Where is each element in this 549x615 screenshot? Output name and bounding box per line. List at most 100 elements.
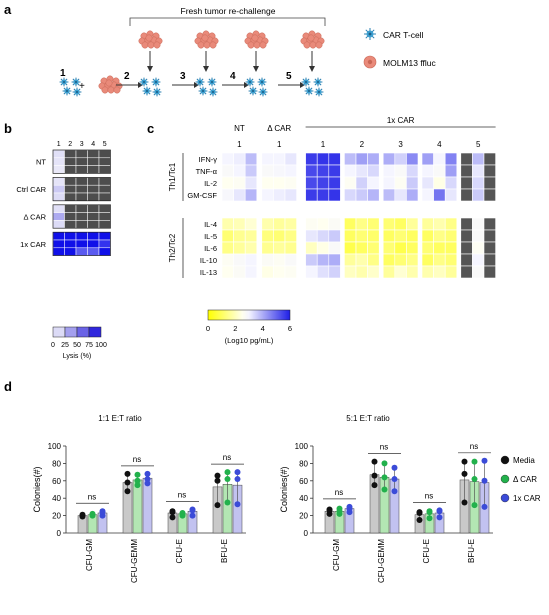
- cytokine-cell: [305, 164, 318, 178]
- lysis-cell: [52, 192, 65, 202]
- car-t-cluster-4-d: [258, 87, 268, 97]
- cytokine-cell: [421, 241, 434, 255]
- colony-bar: [142, 477, 153, 534]
- step-5-label: 5: [286, 71, 292, 82]
- cytokine-group-dcar: Δ CAR: [267, 124, 291, 133]
- colony-point: [481, 457, 488, 464]
- cytokine-cell: [273, 265, 286, 279]
- y-tick-label: 60: [299, 477, 308, 486]
- lysis-cell: [98, 192, 111, 202]
- cytokine-cell: [394, 253, 407, 267]
- lysis-group-frame: [52, 149, 111, 174]
- cytokine-cell: [284, 164, 297, 178]
- car-t-cluster-4-a: [245, 77, 255, 87]
- plus-sign: +: [79, 81, 85, 92]
- cytokine-cell: [382, 176, 396, 190]
- cytokine-cell: [472, 188, 485, 202]
- colony-point: [214, 477, 221, 484]
- y-tick-label: 20: [299, 512, 308, 521]
- cytokine-cell: [382, 217, 396, 231]
- cytokine-cell: [472, 176, 485, 190]
- lysis-cell: [64, 149, 77, 159]
- rechallenge-arrow-head: [203, 66, 209, 72]
- lysis-colorbar-label: Lysis (%): [63, 353, 92, 360]
- tumor-cluster-start: [98, 75, 123, 94]
- car-t-cluster-3-b: [207, 77, 217, 87]
- cytokine-cell: [382, 241, 396, 255]
- cytokine-col-label: 5: [476, 140, 481, 149]
- cytokine-cell: [284, 253, 297, 267]
- colony-point: [471, 458, 478, 465]
- ns-label: ns: [335, 488, 343, 497]
- lysis-colorbar-segment: [76, 326, 90, 338]
- lysis-cell: [64, 231, 77, 241]
- cytokine-cell: [483, 188, 496, 202]
- car-t-cluster-5-a: [301, 77, 311, 87]
- cytokine-cell: [433, 188, 446, 202]
- cytokine-cell: [344, 176, 357, 190]
- cytokine-cell: [328, 229, 341, 243]
- legend-label: Media: [513, 456, 535, 465]
- colony-point: [371, 482, 378, 489]
- cytokine-cell: [284, 241, 297, 255]
- cytokine-cell: [273, 253, 286, 267]
- y-tick-label: 60: [52, 477, 61, 486]
- colony-point: [416, 516, 423, 523]
- lysis-cell: [52, 177, 65, 186]
- cytokine-cell: [367, 241, 380, 255]
- cytokine-cell: [421, 176, 434, 190]
- lysis-cell: [52, 220, 65, 229]
- cytokine-col-label: 1: [277, 140, 282, 149]
- cytokine-cell: [328, 253, 341, 267]
- cytokine-cell: [344, 229, 357, 243]
- y-tick-label: 0: [304, 529, 309, 538]
- cytokine-row-label: IL-10: [200, 256, 217, 265]
- cytokine-row-label: TNF-α: [196, 167, 218, 176]
- cytokine-col-label: 1: [237, 140, 242, 149]
- lysis-cell: [64, 212, 77, 221]
- ns-label: ns: [425, 491, 433, 500]
- lysis-cell: [52, 184, 65, 194]
- cytokine-cell: [444, 176, 458, 190]
- cytokine-cell: [433, 265, 446, 279]
- cytokine-cell: [273, 176, 286, 190]
- cytokine-cell: [284, 265, 297, 279]
- cytokine-cell: [233, 253, 246, 267]
- cytokine-cell: [273, 188, 286, 202]
- cytokine-cell: [394, 188, 407, 202]
- cytokine-cell: [406, 164, 419, 178]
- lysis-cell: [98, 231, 111, 241]
- cytokine-cell: [316, 164, 330, 178]
- cytokine-cell: [355, 152, 368, 166]
- cytokine-colorbar-tick: 2: [233, 324, 237, 333]
- legend-tumor-icon: [363, 55, 377, 69]
- cytokine-cell: [305, 152, 318, 166]
- colony-point: [179, 510, 186, 517]
- colony-point: [124, 470, 131, 477]
- lysis-cell: [52, 212, 65, 221]
- cytokine-cell: [421, 217, 434, 231]
- colony-point: [461, 499, 468, 506]
- lysis-cell: [64, 177, 77, 186]
- cytokine-cell: [355, 164, 368, 178]
- cytokine-cell: [233, 217, 246, 231]
- cytokine-cell: [221, 253, 234, 267]
- cytokine-row-label: IL-13: [200, 268, 217, 277]
- colony-point: [426, 515, 433, 522]
- lysis-cell: [75, 247, 88, 256]
- lysis-cell: [98, 239, 111, 249]
- cytokine-cell: [472, 229, 485, 243]
- tumor-rechallenge-5: [300, 30, 325, 49]
- cytokine-cell: [483, 265, 496, 279]
- cytokine-cell: [460, 188, 473, 202]
- cytokine-cell: [221, 152, 234, 166]
- cytokine-cell: [355, 188, 368, 202]
- cytokine-cell: [444, 253, 458, 267]
- cytokine-cell: [344, 152, 357, 166]
- cytokine-cell: [421, 188, 434, 202]
- cytokine-cell: [328, 241, 341, 255]
- cytokine-cell: [472, 217, 485, 231]
- car-t-cluster-2-a: [139, 77, 149, 87]
- panel-c-label: c: [147, 121, 154, 136]
- lysis-group-label: 1x CAR: [20, 240, 46, 249]
